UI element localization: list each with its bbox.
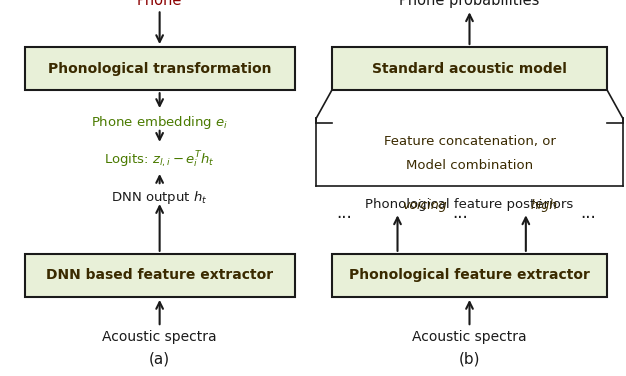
Text: Logits: $z_{l,i} - e_i^T h_t$: Logits: $z_{l,i} - e_i^T h_t$ [104,150,215,170]
Text: ···: ··· [452,209,468,227]
Text: DNN based feature extractor: DNN based feature extractor [46,268,273,282]
FancyBboxPatch shape [24,47,295,90]
FancyBboxPatch shape [332,47,607,90]
Text: DNN output $h_t$: DNN output $h_t$ [111,189,208,206]
FancyBboxPatch shape [332,254,607,297]
Text: Phonological feature posteriors: Phonological feature posteriors [366,199,573,211]
Text: Feature concatenation, or: Feature concatenation, or [384,135,555,147]
Text: ···: ··· [580,209,597,227]
Text: Phonological transformation: Phonological transformation [48,62,272,76]
Text: (a): (a) [149,352,170,367]
Text: Model combination: Model combination [406,159,533,172]
Text: Standard acoustic model: Standard acoustic model [372,62,567,76]
Text: Phone embedding $e_i$: Phone embedding $e_i$ [91,114,228,131]
Text: (b): (b) [459,352,480,367]
Text: Acoustic spectra: Acoustic spectra [412,329,527,344]
Text: Phonological feature extractor: Phonological feature extractor [349,268,590,282]
Text: Acoustic spectra: Acoustic spectra [102,329,217,344]
Text: ···: ··· [336,209,352,227]
Text: voicing: voicing [402,199,447,212]
Text: Phone: Phone [137,0,182,8]
Text: high: high [530,199,558,212]
FancyBboxPatch shape [24,254,295,297]
Text: Phone probabilities: Phone probabilities [399,0,540,8]
